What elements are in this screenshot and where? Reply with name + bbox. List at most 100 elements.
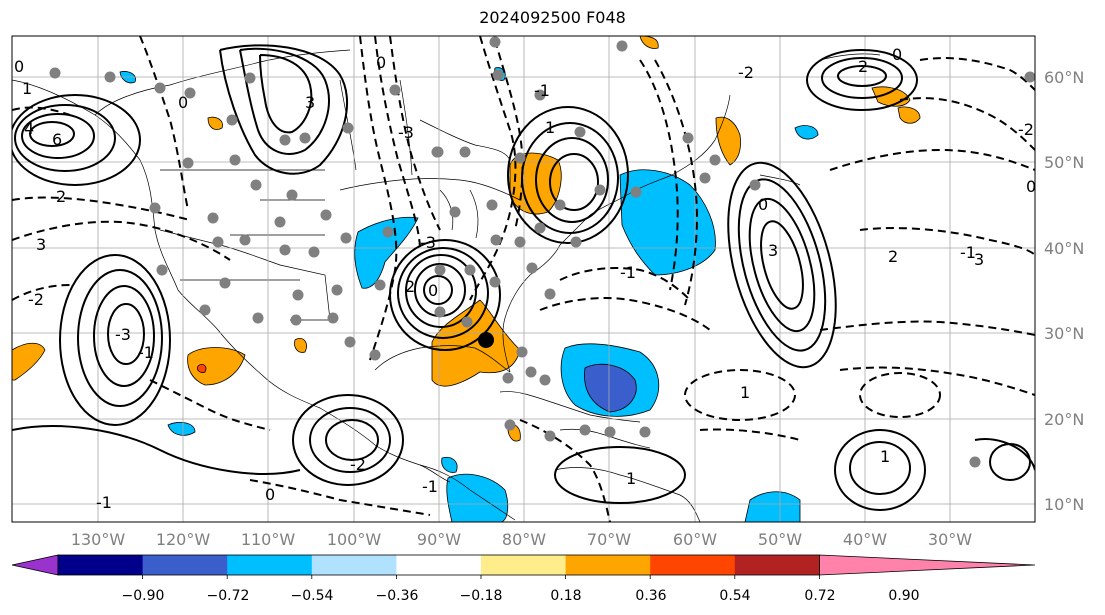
lon-label: 130°W (71, 530, 126, 545)
anomaly-positive-region (12, 342, 46, 381)
anomaly-negative-region (584, 363, 637, 413)
map-title: 2024092500 F048 (479, 8, 626, 27)
colorbar-tick-label: 0.90 (888, 588, 919, 604)
anomaly-negative-region (619, 169, 716, 276)
colorbar-ticks: −0.90 −0.72 −0.54 −0.36 −0.18 0.18 0.36 … (122, 588, 920, 604)
colorbar-segment (311, 555, 397, 575)
lon-label: 100°W (327, 530, 382, 545)
lon-label: 90°W (417, 530, 461, 545)
anomaly-positive-region (715, 116, 741, 166)
anomaly-negative-region (441, 456, 458, 473)
anomaly-positive-region (187, 347, 246, 386)
colorbar-tick-label: 0.18 (550, 588, 581, 604)
colorbar-tick-label: −0.54 (291, 588, 334, 604)
lat-label: 30°N (1044, 324, 1084, 343)
latitude-labels: 60°N 50°N 40°N 30°N 20°N 10°N (1044, 68, 1084, 514)
anomaly-negative-region (354, 216, 419, 289)
colorbar-segment (11, 554, 59, 576)
lat-label: 10°N (1044, 495, 1084, 514)
contour-label: 3 (768, 241, 778, 260)
contour-label: 0 (265, 485, 275, 504)
colorbar-segment (58, 555, 144, 575)
longitude-labels: 130°W 120°W 110°W 100°W 90°W 80°W 70°W 6… (71, 530, 972, 545)
colorbar-segment (227, 555, 313, 575)
contour-label: -2 (28, 290, 44, 309)
contour-label: -1 (422, 477, 438, 496)
contour-label: 1 (626, 469, 636, 488)
colorbar-tick-label: −0.90 (122, 588, 165, 604)
colorbar-segment (481, 555, 567, 575)
anomaly-negative-region (744, 491, 801, 522)
lat-label: 40°N (1044, 239, 1084, 258)
colorbar-tick-label: 0.54 (719, 588, 750, 604)
contour-label: 6 (52, 130, 62, 149)
map-frame (11, 35, 1036, 523)
contour-labels: 0 4 6 2 3 -2 -3 -1 1 0 3 -3 2 0 0 1 -1 1… (14, 45, 1036, 512)
lon-label: 30°W (928, 530, 972, 545)
lon-label: 50°W (758, 530, 802, 545)
colorbar-tick-label: −0.18 (460, 588, 503, 604)
contour-label: 3 (974, 250, 984, 269)
anomaly-positive-region (197, 364, 207, 373)
contour-label: 1 (880, 447, 890, 466)
contour-label: -1 (534, 81, 550, 100)
contour-label: 2 (858, 57, 868, 76)
anomaly-positive-region (207, 116, 223, 130)
colorbar-segment (565, 555, 651, 575)
contour-label: 0 (14, 57, 24, 76)
contour-label: 0 (376, 53, 386, 72)
colorbar-tick-label: 0.36 (635, 588, 666, 604)
contour-label: -3 (420, 233, 436, 252)
contour-label: -3 (115, 325, 131, 344)
lon-label: 110°W (241, 530, 296, 545)
colorbar-tick-label: 0.72 (804, 588, 835, 604)
lon-label: 70°W (587, 530, 631, 545)
dashed-contours (12, 36, 1035, 522)
lon-label: 60°W (673, 530, 717, 545)
contour-label: 0 (758, 195, 768, 214)
anomaly-positive-region (294, 337, 307, 353)
anomaly-positive-region (897, 106, 921, 124)
contour-label: 1 (740, 383, 750, 402)
lat-label: 50°N (1044, 153, 1084, 172)
contour-label: -1 (138, 343, 154, 362)
map-background (12, 36, 1035, 522)
contour-label: 0 (1026, 177, 1036, 196)
storm-center-marker (478, 332, 494, 348)
contour-label: -2 (738, 63, 754, 82)
lat-label: 60°N (1044, 68, 1084, 87)
contour-label: 1 (22, 79, 32, 98)
anomaly-negative-region (167, 421, 196, 436)
lat-label: 20°N (1044, 410, 1084, 429)
lon-label: 120°W (156, 530, 211, 545)
solid-contours (12, 44, 1035, 511)
contour-label: 0 (892, 45, 902, 64)
lon-label: 40°W (843, 530, 887, 545)
lon-label: 80°W (502, 530, 546, 545)
colorbar-segment (734, 555, 820, 575)
anomaly-negative-region (794, 125, 819, 140)
contour-label: -2 (1018, 120, 1034, 139)
contour-label: -3 (398, 123, 414, 142)
contour-label: 0 (178, 93, 188, 112)
contour-label: -1 (96, 493, 112, 512)
contour-label: 3 (305, 93, 315, 112)
colorbar-segment (650, 555, 736, 575)
map-panel: 0 4 6 2 3 -2 -3 -1 1 0 3 -3 2 0 0 1 -1 1… (11, 35, 1084, 545)
contour-label: 3 (36, 235, 46, 254)
contour-label: -2 (350, 455, 366, 474)
contour-label: -1 (620, 263, 636, 282)
colorbar-frame (57, 554, 820, 576)
anomaly-positive-region (639, 36, 659, 49)
colorbar-segment (396, 555, 482, 575)
colorbar-tick-label: −0.36 (376, 588, 419, 604)
colorbar-segments (11, 554, 1036, 579)
contour-label: 2 (405, 277, 415, 296)
anomaly-negative-region (446, 473, 509, 522)
station-markers (49, 36, 1035, 468)
contour-label: 0 (428, 281, 438, 300)
colorbar-tick-label: −0.72 (207, 588, 250, 604)
contour-label: 4 (24, 119, 34, 138)
colorbar-segment (819, 554, 1036, 576)
contour-label: -1 (960, 243, 976, 262)
